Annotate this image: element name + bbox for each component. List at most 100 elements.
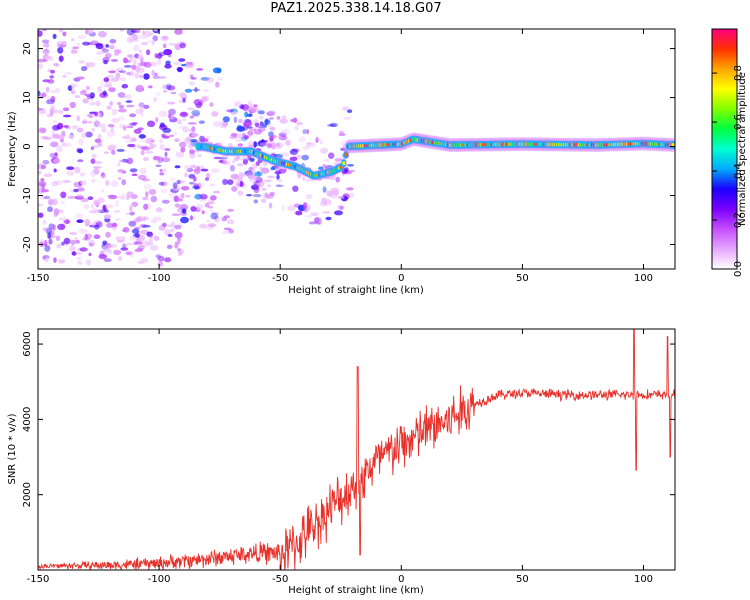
spectrogram-cell xyxy=(117,101,121,106)
spectrogram-cell xyxy=(146,40,153,44)
spectrogram-cell xyxy=(196,68,204,71)
spectrogram-cell xyxy=(326,190,333,197)
spectrogram-cell xyxy=(193,183,199,188)
spectrogram-cell xyxy=(247,100,252,107)
spectrogram-cell xyxy=(193,176,197,182)
spectrogram-cell xyxy=(103,84,112,88)
spectrogram-cell xyxy=(105,44,109,48)
spectrogram-cell xyxy=(206,76,215,83)
spectrogram-cell xyxy=(117,162,121,167)
spectrogram-cell xyxy=(155,207,163,213)
snr-x-ticks: -150 -100 -50 0 50 100 xyxy=(27,329,653,585)
spectrogram-cell xyxy=(305,215,313,218)
spectrogram-cell xyxy=(56,243,62,249)
spectrogram-cell xyxy=(54,87,60,94)
spectrogram-cell xyxy=(40,164,47,170)
spectrogram-cell xyxy=(66,170,75,176)
spectrogram-cell xyxy=(166,244,173,249)
spectrogram-cell xyxy=(145,137,155,145)
snr-panel: -150 -100 -50 0 50 100 2000 4000 6000 Height of… xyxy=(7,328,676,596)
spectrogram-cell xyxy=(180,146,186,153)
spectrogram-cell xyxy=(247,113,253,118)
spectrogram-cell xyxy=(139,49,143,53)
spectrogram-cell xyxy=(103,214,112,220)
spectrogram-cell xyxy=(246,194,253,197)
spectrogram-cell xyxy=(73,181,82,188)
spectrogram-cell xyxy=(103,60,108,65)
spectrogram-cell xyxy=(275,183,281,187)
spectrogram-cell xyxy=(159,126,165,130)
spectrogram-cell xyxy=(170,221,176,226)
y-tick-label: 6000 xyxy=(22,331,33,356)
spectrogram-cell xyxy=(178,92,187,98)
spectrogram-cell xyxy=(283,168,287,173)
spectrogram-cell xyxy=(242,155,247,161)
spectrogram-cell xyxy=(84,93,94,97)
spectrogram-cell xyxy=(182,126,189,133)
spectrogram-cell xyxy=(246,122,253,126)
spectrogram-cell xyxy=(117,169,126,175)
spectrogram-cell xyxy=(94,111,98,117)
spectrogram-cell xyxy=(152,155,161,161)
spectrogram-cell xyxy=(103,151,109,154)
spectrogram-cell xyxy=(150,245,159,251)
spectrogram-cell xyxy=(259,142,269,147)
spectrogram-cell xyxy=(310,212,319,217)
colorbar: 0.0 0.2 0.4 0.6 0.8 Normalized spectral ampl… xyxy=(711,28,748,277)
spectrogram-cell xyxy=(86,86,90,90)
spectrogram-cell xyxy=(335,176,340,183)
spectrogram-cell xyxy=(210,212,219,220)
spectrogram-cell xyxy=(213,121,222,127)
spectrogram-y-label: Frequency (Hz) xyxy=(7,111,18,187)
spectrogram-cell xyxy=(109,39,117,44)
spectrogram-cell xyxy=(120,247,129,251)
spectrogram-cell xyxy=(104,218,111,223)
spectrogram-cell xyxy=(220,125,227,129)
spectrogram-cell xyxy=(150,195,158,203)
spectrogram-cell xyxy=(244,170,254,176)
spectrogram-cell xyxy=(52,124,60,131)
spectrogram-cell xyxy=(126,29,135,36)
spectrogram-cell xyxy=(248,167,254,171)
spectrogram-cell xyxy=(62,75,67,78)
colorbar-tick-label: 0.6 xyxy=(733,114,744,130)
spectrogram-cell xyxy=(61,142,67,147)
spectrogram-cell xyxy=(308,142,316,148)
spectrogram-cell xyxy=(269,191,275,197)
spectrogram-cell xyxy=(227,179,234,186)
spectrogram-cell xyxy=(209,102,214,107)
spectrogram-cell xyxy=(106,105,112,110)
spectrogram-cell xyxy=(50,96,56,102)
spectrogram-cell xyxy=(62,107,70,112)
x-tick-label: -150 xyxy=(27,273,50,284)
spectrogram-cell xyxy=(306,204,311,211)
spectrogram-cell xyxy=(164,151,168,157)
y-tick-label: 0 xyxy=(22,143,33,149)
snr-y-ticks: 2000 4000 6000 xyxy=(22,331,675,507)
spectrogram-cell xyxy=(84,233,88,241)
spectrogram-cell xyxy=(50,141,59,148)
spectrogram-cell xyxy=(193,167,201,175)
spectrogram-cell xyxy=(201,210,205,215)
spectrogram-cell xyxy=(253,129,263,135)
spectrogram-cell xyxy=(192,88,201,92)
spectrogram-cell xyxy=(133,44,140,52)
spectrogram-cell xyxy=(91,178,96,183)
spectrogram-cell xyxy=(109,101,113,106)
spectrogram-cell xyxy=(155,116,159,123)
spectrogram-cell xyxy=(92,166,102,169)
spectrogram-cell xyxy=(250,175,258,179)
spectrogram-cell xyxy=(231,186,238,192)
spectrogram-cell xyxy=(47,79,55,84)
spectrogram-cell xyxy=(62,31,67,37)
spectrogram-cell xyxy=(42,219,47,225)
spectrogram-cell xyxy=(56,63,60,68)
spectrogram-cell xyxy=(40,135,49,139)
spectrogram-cell xyxy=(125,100,133,103)
spectrogram-cell xyxy=(105,179,110,186)
y-tick-label: -10 xyxy=(22,187,33,203)
spectrogram-cell xyxy=(61,241,65,246)
colorbar-tick-label: 0.8 xyxy=(733,65,744,81)
spectrogram-cell xyxy=(47,243,51,250)
spectrogram-cell xyxy=(44,257,49,263)
